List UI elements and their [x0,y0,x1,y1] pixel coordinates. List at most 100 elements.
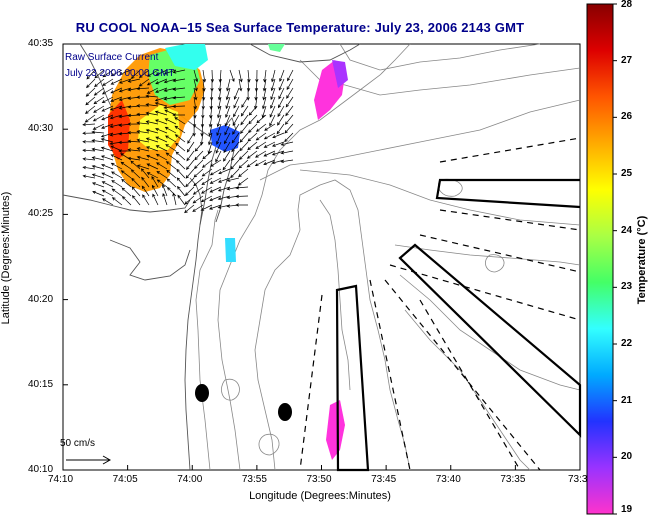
current-vector-175 [216,132,222,145]
current-vector-242 [193,159,204,170]
legend-line-2: July 23 2006 00:00 GMT [65,68,175,79]
current-vector-171 [174,125,186,134]
current-vector-185 [91,139,105,143]
current-vector-302 [209,186,222,193]
current-vector-85 [233,96,240,109]
current-vector-213 [136,147,150,152]
current-vector-173 [200,132,204,146]
current-vector-276 [130,169,141,179]
current-vector-77 [154,96,168,102]
current-vector-75 [136,95,150,99]
current-vector-250 [263,159,276,166]
colorbar-tick-label-9: 19 [621,504,633,515]
current-vector-123 [154,110,168,116]
scale-arrow-head [102,455,112,465]
current-vector-325 [121,196,132,206]
current-vector-238 [155,153,168,161]
current-vector-131 [232,114,240,127]
current-vector-168 [145,128,159,134]
current-vector-264 [185,168,195,179]
current-vector-99 [145,103,159,107]
y-tick-label-4: 40:15 [28,378,54,390]
current-vector-122 [145,111,159,116]
current-vector-87 [254,96,258,110]
current-vector-217 [175,142,186,152]
current-vector-194 [174,134,186,143]
current-vector-26 [110,78,123,85]
current-vector-291 [111,180,123,188]
current-vector-251 [271,159,285,165]
current-vector-57 [193,87,198,101]
current-vector-43 [270,78,276,92]
current-vector-133 [248,114,258,125]
current-vector-13 [210,69,215,83]
current-vector-310 [131,186,141,197]
current-vector-53 [146,87,159,94]
current-vector-98 [136,104,150,108]
current-vector-24 [94,78,105,88]
current-vector-136 [277,114,285,126]
x-tick-label-4: 73:50 [306,474,332,485]
current-vector-309 [121,187,132,197]
current-vector-65 [262,87,267,101]
map-title: RU COOL NOAA–15 Sea Surface Temperature:… [75,20,525,35]
current-vector-268 [218,168,231,175]
current-vector-106 [217,105,222,119]
current-vector-159 [276,123,285,135]
current-vector-326 [131,195,141,206]
current-vector-198 [215,141,222,154]
current-vector-39 [238,78,243,92]
current-vector-301 [201,186,213,194]
current-vector-239 [165,152,177,161]
current-vector-10 [172,69,186,74]
current-vector-315 [177,186,186,197]
current-vector-32 [163,78,177,84]
current-vector-259 [136,164,150,170]
current-vector-233 [110,154,123,161]
current-vector-183 [284,132,294,143]
colorbar-tick-label-5: 23 [621,281,633,293]
sst-patch-green-top [268,44,285,52]
current-vector-252 [280,159,294,164]
scale-label: 50 cm/s [60,438,96,449]
current-vector-54 [155,87,168,93]
current-vector-263 [175,160,186,170]
sst-patch-cyan-small [225,238,236,262]
contour-deep-5 [404,309,531,471]
current-vector-42 [262,78,267,92]
current-vector-166 [127,130,141,135]
current-vector-191 [145,137,159,143]
current-vector-177 [231,132,240,144]
current-vector-281 [176,168,186,179]
current-vector-324 [111,197,123,206]
current-vector-307 [101,189,114,197]
current-vector-332 [184,204,195,214]
current-vector-91 [285,96,294,108]
current-vector-316 [184,195,195,205]
colorbar-tick-label-1: 27 [621,54,633,66]
current-vector-266 [201,168,213,177]
current-vector-278 [146,172,159,179]
current-vector-41 [254,78,259,92]
current-vector-95 [109,105,123,111]
colorbar-ticks [613,3,617,515]
x-tick-marks [62,465,581,470]
current-vector-287 [226,177,240,182]
current-vector-285 [209,177,222,184]
scale-arrow [66,455,112,465]
current-vector-118 [109,114,123,120]
current-vector-153 [224,123,231,136]
contour-valley [319,199,351,391]
current-vector-265 [193,168,204,178]
current-vector-60 [217,87,222,101]
current-vector-135 [269,114,276,127]
current-vector-329 [162,192,168,206]
current-vector-108 [233,105,240,118]
current-vector-323 [102,198,114,206]
contour-north [339,43,541,71]
coast-sandy-hook [199,117,237,226]
current-vector-270 [238,168,249,178]
current-vector-300 [192,186,204,195]
current-vector-28 [127,78,141,83]
